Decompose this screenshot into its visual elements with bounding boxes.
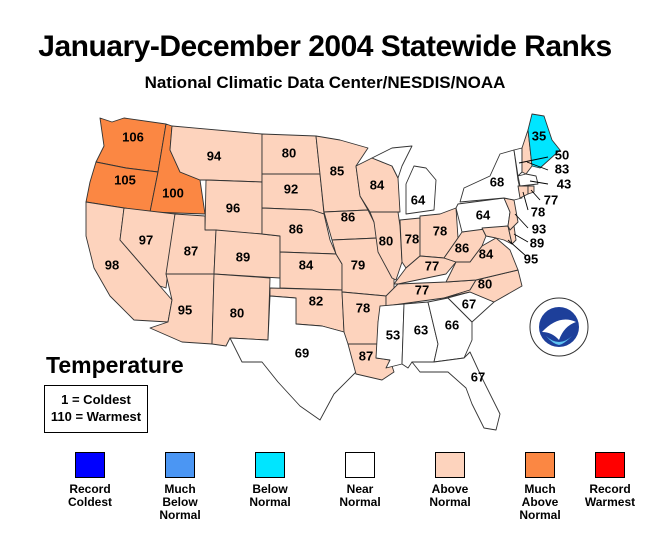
rank-label-MT: 94 [207,148,222,163]
rank-label-NC: 80 [478,276,492,291]
leader-line-MD [507,239,527,257]
rank-label-GA: 66 [445,317,459,332]
legend-swatch-record-warmest [595,452,625,478]
rank-label-VA: 84 [479,246,494,261]
rank-label-WI: 84 [370,177,385,192]
state-NV[interactable] [119,207,176,289]
legend-item-above-normal: Above Normal [405,452,495,509]
rank-label-MA: 43 [557,176,571,191]
rank-label-NH: 83 [555,161,569,176]
state-MA[interactable] [517,173,539,187]
rank-label-NE: 86 [289,221,303,236]
legend-item-near-normal: Near Normal [315,452,405,509]
rank-label-AR: 78 [356,300,370,315]
leader-line-MA [529,180,549,185]
legend-label-record-warmest: Record Warmest [584,482,636,509]
rank-label-MN: 85 [330,163,344,178]
rank-label-ID: 100 [162,185,184,200]
state-TX[interactable] [229,295,357,421]
rank-label-TN: 77 [415,282,429,297]
legend-label-above-normal: Above Normal [429,482,471,509]
legend-swatch-record-coldest [75,452,105,478]
rank-label-ND: 80 [282,145,296,160]
rank-label-SD: 92 [284,181,298,196]
rank-label-CT: 78 [531,204,545,219]
rank-label-PA: 64 [476,207,491,222]
map-subtitle: National Climatic Data Center/NESDIS/NOA… [144,73,506,92]
rank-label-LA: 87 [359,348,373,363]
legend-item-much-above-normal: Much Above Normal [495,452,585,522]
rank-label-IN: 78 [405,231,419,246]
rank-label-CO: 89 [236,249,250,264]
rank-label-WA: 106 [122,129,144,144]
legend-item-record-coldest: Record Coldest [45,452,135,509]
scale-coldest: 1 = Coldest [61,392,131,407]
leader-line-RI [530,189,541,201]
rank-label-MI: 64 [411,192,426,207]
rank-label-KS: 84 [299,257,314,272]
label-leader-lines [507,156,549,257]
rank-label-NM: 80 [230,305,244,320]
rank-label-MS: 53 [386,327,400,342]
rank-label-AL: 63 [414,322,428,337]
state-MI[interactable] [371,145,437,215]
legend-item-much-below-normal: Much Below Normal [135,452,225,522]
legend-swatch-near-normal [345,452,375,478]
legend-item-below-normal: Below Normal [225,452,315,509]
rank-label-KY: 77 [425,258,439,273]
legend-swatch-much-above-normal [525,452,555,478]
rank-label-SC: 67 [462,296,476,311]
noaa-logo [528,296,590,363]
leader-line-DE [513,233,529,243]
parameter-label: Temperature [46,352,184,378]
rank-label-MO: 79 [351,257,365,272]
rank-label-WV: 86 [455,240,469,255]
state-shapes [85,113,561,431]
rank-label-OR: 105 [114,172,136,187]
rank-label-IA: 86 [341,209,355,224]
rank-scale-note: 1 = Coldest 110 = Warmest [44,385,148,433]
state-ME[interactable] [527,113,561,169]
legend-item-record-warmest: Record Warmest [565,452,650,509]
rank-label-NY: 68 [490,174,504,189]
rank-label-CA: 98 [105,257,119,272]
rank-label-UT: 87 [184,243,198,258]
legend-label-near-normal: Near Normal [339,482,381,509]
leader-line-CT [522,191,529,211]
leader-line-VT [518,156,549,164]
rank-label-TX: 69 [295,345,309,360]
rank-label-RI: 77 [544,192,558,207]
rank-label-VT: 50 [555,147,569,162]
legend-label-much-below-normal: Much Below Normal [159,482,201,522]
noaa-logo-bird [542,319,576,340]
rank-label-ME: 35 [532,128,546,143]
legend-swatch-above-normal [435,452,465,478]
rank-label-FL: 67 [471,369,485,384]
rank-label-NJ: 93 [532,221,546,236]
leader-line-NH [526,161,549,171]
leader-line-NJ [514,213,529,229]
rank-label-MD: 95 [524,251,538,266]
rank-label-IL: 80 [379,233,393,248]
state-IL[interactable] [369,211,403,281]
noaa-logo-wave [546,336,572,345]
legend-label-much-above-normal: Much Above Normal [519,482,561,522]
rank-label-AZ: 95 [178,302,192,317]
legend-swatch-below-normal [255,452,285,478]
rank-label-WY: 96 [226,200,240,215]
rank-label-OH: 78 [433,223,447,238]
map-title: January-December 2004 Statewide Ranks [38,30,612,63]
rank-label-NV: 97 [139,232,153,247]
state-NC[interactable] [443,269,523,303]
rank-label-OK: 82 [309,293,323,308]
legend-label-below-normal: Below Normal [249,482,291,509]
rank-label-DE: 89 [530,235,544,250]
scale-warmest: 110 = Warmest [50,409,142,424]
legend-label-record-coldest: Record Coldest [67,482,112,509]
state-FL[interactable] [411,351,501,431]
legend-swatch-much-below-normal [165,452,195,478]
